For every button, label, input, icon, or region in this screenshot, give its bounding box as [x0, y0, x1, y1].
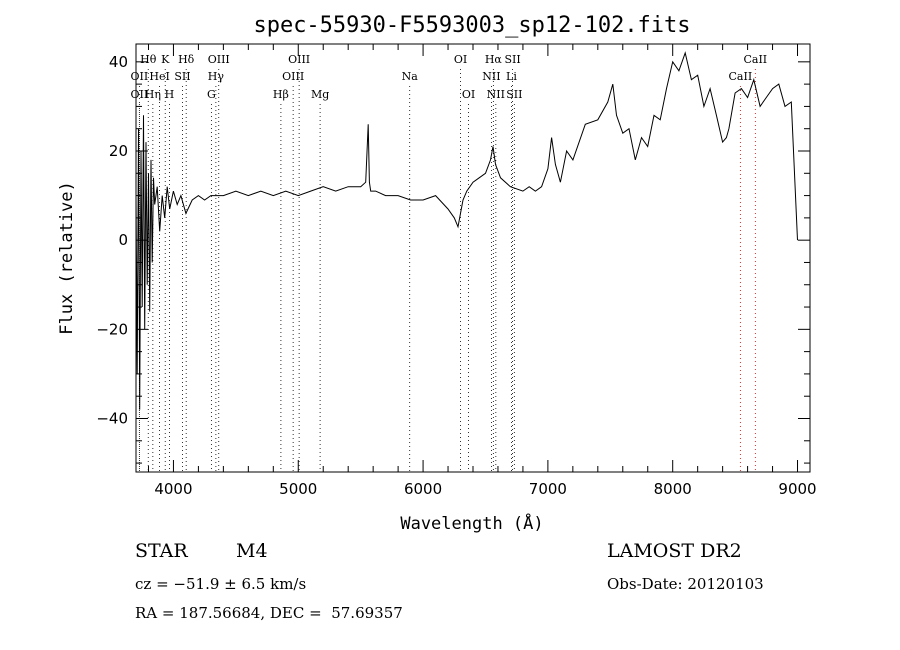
line-label: G	[207, 88, 216, 101]
line-label: CaII	[729, 70, 753, 83]
line-label: Hβ	[273, 88, 289, 101]
line-label: OIII	[282, 70, 304, 83]
x-tick-label: 7000	[529, 480, 567, 498]
line-label: OII	[131, 88, 149, 101]
line-label: NII	[487, 88, 505, 101]
line-label: Mg	[311, 88, 329, 101]
redshift-readout: cz = −51.9 ± 6.5 km/s	[135, 575, 307, 593]
line-label: NII	[482, 70, 500, 83]
object-class: STAR	[135, 540, 188, 562]
x-tick-label: 4000	[154, 480, 192, 498]
line-label: OIII	[208, 53, 230, 66]
ra-dec-readout: RA = 187.56684, DEC = 57.69357	[135, 604, 403, 622]
x-tick-label: 6000	[404, 480, 442, 498]
line-label: Hα	[485, 53, 503, 66]
y-axis-label: Flux (relative)	[57, 181, 77, 335]
line-label: K	[161, 53, 170, 66]
line-label: Na	[402, 70, 419, 83]
y-tick-label: 20	[109, 142, 128, 160]
line-label: Li	[506, 70, 517, 83]
line-label: Hγ	[208, 70, 225, 83]
y-tick-label: −20	[96, 320, 128, 338]
line-label: OI	[454, 53, 467, 66]
plot-frame	[135, 43, 811, 473]
x-tick-label: 9000	[778, 480, 816, 498]
line-label: Hη	[145, 88, 161, 101]
line-label: SII	[506, 88, 522, 101]
line-label: OII	[131, 70, 149, 83]
y-tick-label: −40	[96, 410, 128, 428]
y-tick-label: 40	[109, 53, 128, 71]
line-label: HeI	[149, 70, 169, 83]
spectrum-chart: spec-55930-F5593003_sp12-102.fits 4000 50…	[57, 13, 817, 534]
spectrum-line	[135, 51, 798, 410]
line-label: CaII	[743, 53, 767, 66]
line-label: SII	[504, 53, 520, 66]
line-label: OIII	[288, 53, 310, 66]
chart-title: spec-55930-F5593003_sp12-102.fits	[253, 13, 690, 38]
x-axis-label: Wavelength (Å)	[400, 512, 543, 534]
object-subclass: M4	[236, 540, 268, 562]
obs-date: Obs-Date: 20120103	[607, 575, 764, 593]
line-label: Hδ	[178, 53, 195, 66]
line-label: SII	[174, 70, 190, 83]
y-tick-label: 0	[118, 231, 128, 249]
line-label: OI	[462, 88, 475, 101]
survey-name: LAMOST DR2	[607, 540, 742, 562]
x-tick-label: 5000	[279, 480, 317, 498]
line-label: Hθ	[140, 53, 157, 66]
x-tick-label: 8000	[654, 480, 692, 498]
line-label: H	[165, 88, 175, 101]
